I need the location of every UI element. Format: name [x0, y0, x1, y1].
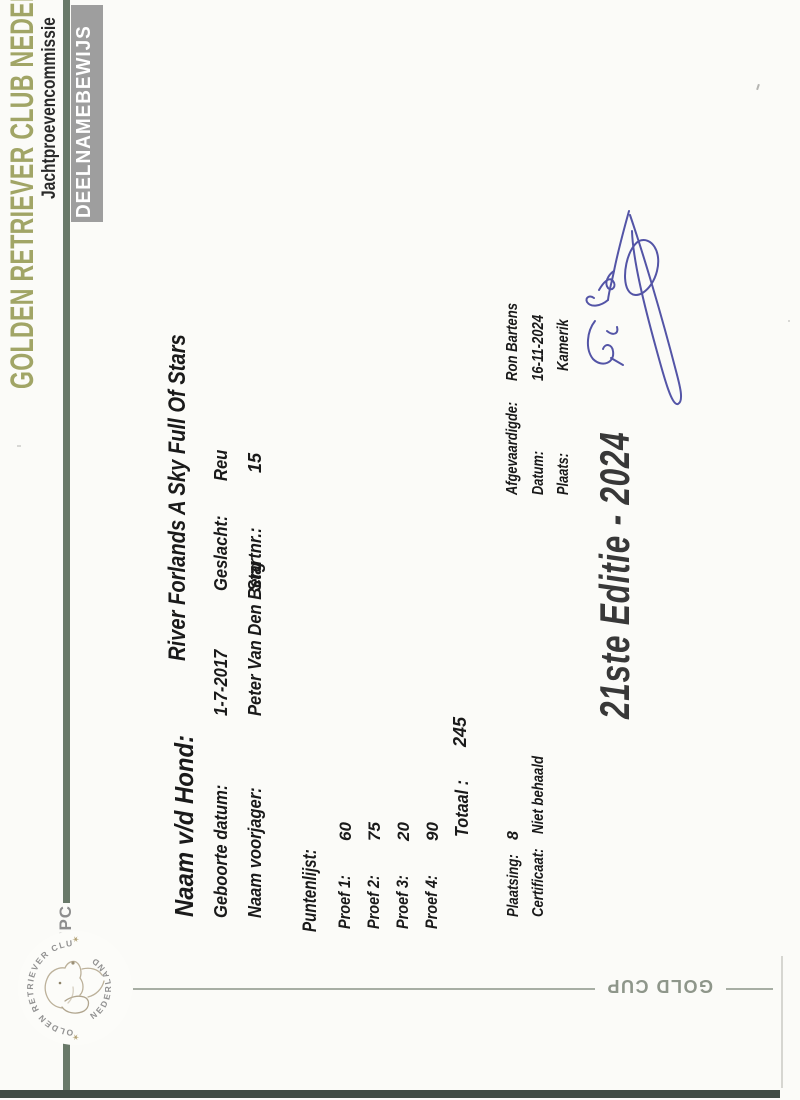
- retriever-head-sketch: [44, 960, 105, 1014]
- score-row-value: 90: [423, 822, 442, 841]
- scan-speck: [788, 320, 790, 322]
- vertical-rule-top: [63, 0, 70, 903]
- club-logo: GOLDEN RETRIEVER CLUB NEDERLAND ✶ ✶: [10, 931, 132, 1053]
- delegate-value: Ron Bartens: [504, 302, 521, 381]
- startnr-value: 15: [245, 452, 265, 473]
- edition-title: 21ste Editie - 2024: [591, 431, 638, 719]
- score-row-value: 20: [394, 822, 413, 841]
- scan-speck: [17, 445, 21, 447]
- birth-date-label: Geboorte datum:: [211, 784, 231, 918]
- certificate-value: Niet behaald: [530, 755, 547, 834]
- place-value: Kamerik: [555, 319, 572, 371]
- committee-name-text: Jachtproevencommissie: [39, 17, 60, 199]
- club-name-text: GOLDEN RETRIEVER CLUB NEDERLAND: [4, 0, 40, 389]
- score-list-title: Puntenlijst:: [300, 849, 321, 932]
- date-value: 16-11-2024: [530, 314, 547, 381]
- dog-name-value: River Forlands A Sky Full Of Stars: [164, 334, 191, 661]
- logo-star-left: ✶: [71, 1033, 81, 1041]
- footer-rule-right: [726, 988, 773, 990]
- total-value: 245: [450, 716, 470, 747]
- gold-cup-title: GOLD CUP: [606, 976, 714, 996]
- page-edge: [781, 956, 783, 1088]
- logo-star-right: ✶: [71, 935, 81, 943]
- certificate-label: Certificaat:: [530, 848, 547, 917]
- placement-label: Plaatsing:: [505, 854, 522, 917]
- banner-band: [71, 5, 103, 222]
- place-label: Plaats:: [555, 453, 572, 495]
- bottom-border-line: [0, 1090, 780, 1098]
- vertical-rule-bottom: [63, 1030, 70, 1090]
- sex-label: Geslacht:: [211, 515, 231, 591]
- score-row-value: 60: [336, 822, 355, 841]
- scan-speck: [756, 83, 760, 91]
- startnr-label: Startnr.:: [245, 527, 265, 591]
- date-label: Datum:: [530, 450, 547, 495]
- handler-label: Naam voorjager:: [245, 787, 265, 918]
- score-row-value: 75: [365, 822, 384, 841]
- banner-text: DEELNAMEBEWIJS: [73, 25, 95, 219]
- score-row-label: Proef 3:: [393, 875, 412, 929]
- score-row-label: Proef 1:: [335, 875, 354, 929]
- delegate-label: Afgevaardigde:: [504, 401, 521, 495]
- sex-value: Reu: [211, 449, 231, 481]
- birth-date-value: 1-7-2017: [211, 649, 231, 716]
- placement-value: 8: [505, 831, 522, 840]
- score-row-label: Proef 2:: [364, 875, 383, 929]
- signature: [585, 210, 683, 405]
- score-row-label: Proef 4:: [422, 875, 441, 929]
- total-label: Totaal :: [452, 779, 472, 837]
- dog-name-label: Naam v/d Hond:: [169, 734, 199, 917]
- footer-rule-left: [133, 988, 595, 990]
